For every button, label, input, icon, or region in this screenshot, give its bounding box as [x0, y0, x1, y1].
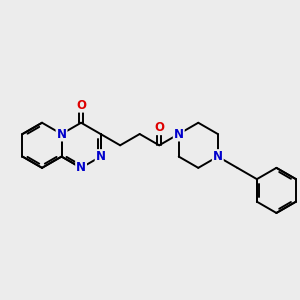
Text: N: N — [57, 128, 67, 140]
Text: O: O — [154, 121, 164, 134]
Text: O: O — [76, 99, 86, 112]
Text: N: N — [76, 161, 86, 174]
Text: N: N — [174, 128, 184, 140]
Text: N: N — [96, 150, 106, 163]
Text: N: N — [213, 150, 223, 163]
